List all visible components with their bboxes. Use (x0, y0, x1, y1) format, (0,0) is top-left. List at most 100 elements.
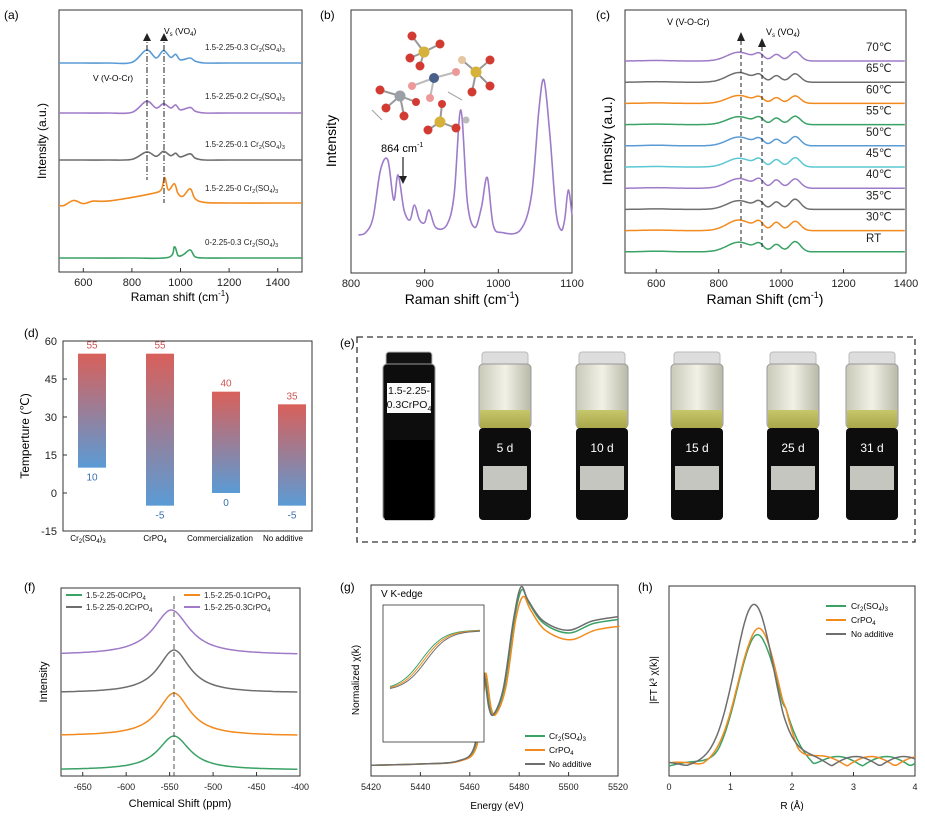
panel-c-series-line-8 (624, 219, 905, 232)
panel-g-legend: Cr2(SO4)3 CrPO4 No additive (525, 731, 592, 769)
panel-a-x-tick-label-2: 1000 (168, 277, 192, 289)
panel-d-frame (62, 340, 313, 532)
panel-d-bar-bottom-label-3: -5 (288, 511, 297, 522)
panel-c-series-label-6: 40℃ (866, 169, 892, 181)
panel-c-series-line-9 (625, 240, 905, 253)
panel-c-xlabel: Raman Shift (cm-1) (707, 290, 824, 307)
vial-4 (766, 351, 820, 520)
panel-f-x-tick-label-3: -500 (204, 782, 222, 792)
panel-a-lines (58, 49, 302, 260)
panel-c-series-label-5: 45℃ (866, 148, 892, 160)
panel-g-legend-3: No additive (549, 759, 592, 769)
panel-a-series-line-3 (58, 176, 302, 207)
panel-c-series-labels: 70℃ 65℃ 60℃ 55℃ 50℃ 45℃ 40℃ 35℃ 30℃ RT (866, 42, 892, 245)
panel-b-peak-label: 864 cm-1 (381, 142, 423, 155)
panel-g-inset-frame (382, 604, 485, 743)
vial-oil-2 (577, 410, 627, 428)
panel-c-series-line-2 (624, 94, 905, 105)
panel-d-bar-bottom-label-0: 10 (86, 473, 98, 484)
panel-g-inset-line-2 (389, 630, 481, 689)
panel-c-series-label-4: 50℃ (866, 127, 892, 139)
panel-d-y-tick-label-4: 45 (45, 374, 57, 386)
panel-c-series-line-0 (625, 50, 905, 62)
panel-g-x-tick-label-5: 5520 (608, 782, 628, 792)
panel-a-series-label-3: 1.5-2.25-0 Cr2(SO4)3 (205, 184, 278, 195)
panel-b-x-tick-label-1: 900 (415, 278, 433, 290)
panel-g-x-tick-label-2: 5460 (460, 782, 480, 792)
panel-f-frame (60, 587, 301, 777)
vial-day-label-4: 31 d (860, 441, 883, 455)
panel-f-xlabel: Chemical Shift (ppm) (129, 798, 232, 810)
panel-h-ylabel: |FT k³ χ(k)| (649, 656, 660, 704)
panel-f-legend-label-0: 1.5-2.25-0CrPO4 (86, 591, 146, 602)
panel-b-ylabel: Intensity (323, 115, 339, 167)
panel-h: (h) 0 1 2 3 4 |FT k³ χ(k)| R (Å) Cr2(SO4)3 C… (638, 580, 918, 812)
panel-g-inset-line-1 (389, 630, 481, 689)
panel-d-y-tick-label-3: 30 (45, 412, 57, 424)
panel-g-title: V K-edge (381, 589, 423, 600)
molecule-structure-image (371, 31, 495, 135)
panel-d-bar-top-label-3: 35 (286, 391, 298, 402)
panel-e-label: (e) (340, 336, 355, 350)
panel-a-x-tick-label-4: 1400 (265, 277, 289, 289)
panel-h-legend: Cr2(SO4)3 CrPO4 No additive (826, 601, 894, 639)
panel-c-x-tick-label-4: 1400 (894, 278, 918, 290)
panel-h-series-line-0 (668, 633, 916, 767)
vial-content-0 (385, 440, 433, 520)
panel-h-x-tick-label-2: 2 (789, 782, 794, 792)
panel-a-label: (a) (4, 8, 19, 22)
panel-h-frame (668, 585, 916, 777)
panel-d-ylabel: Temperture (℃) (18, 393, 32, 479)
panel-a-x-tick-label-3: 1200 (217, 277, 241, 289)
panel-g-x-tick-label-3: 5480 (509, 782, 529, 792)
panel-e: (e) 1.5-2.25- 0.3CrPO4 5 d 10 d 15 d 25 d 31 d (340, 336, 916, 543)
vial-oil-4 (768, 410, 818, 428)
panel-d-bar-2 (212, 391, 240, 493)
panel-a-arrow-vocr (143, 33, 151, 41)
panel-a-series-line-2 (58, 150, 302, 161)
panel-c-frame (624, 9, 907, 274)
panel-d-y-tick-label-2: 15 (45, 450, 57, 462)
vial-1 (478, 351, 532, 520)
vial-day-label-0: 5 d (497, 441, 514, 455)
panel-f: (f) -650 -600 -550 -500 -450 -400 1.5-2.25-0C… (24, 580, 309, 810)
panel-c-series-line-4 (624, 135, 905, 147)
panel-h-x-tick-label-1: 1 (728, 782, 733, 792)
panel-c-lines (624, 50, 905, 253)
panel-g-x-ticks: 5420 5440 5460 5480 5500 5520 (361, 772, 628, 792)
panel-c: (c) 600 800 1000 1200 1400 70℃ 65℃ 60℃ 55℃ 50℃ 45… (596, 8, 918, 307)
panel-d-bar-top-label-0: 55 (86, 341, 98, 352)
panel-f-series-line-0 (60, 735, 298, 770)
panel-a-xlabel: Raman shift (cm-1) (131, 289, 229, 304)
panel-c-series-label-3: 55℃ (866, 106, 892, 118)
panel-g-legend-2: CrPO4 (549, 745, 574, 757)
panel-h-lines (668, 603, 916, 767)
vial-day-label-3: 25 d (781, 441, 804, 455)
panel-g-xlabel: Energy (eV) (470, 801, 523, 812)
panel-a: (a) 600 800 1000 1200 1400 Intensity (a.u.) … (4, 8, 303, 304)
panel-c-x-tick-label-0: 600 (647, 278, 665, 290)
panel-d-bar-top-label-1: 55 (154, 341, 166, 352)
panel-f-x-tick-label-5: -400 (291, 782, 309, 792)
panel-c-series-line-6 (625, 177, 905, 189)
panel-f-x-ticks: -650 -600 -550 -500 -450 -400 (74, 772, 309, 792)
vial-sticker-2 (580, 466, 624, 490)
panel-b-x-tick-label-2: 1000 (486, 278, 510, 290)
vial-day-label-1: 10 d (590, 441, 613, 455)
panel-c-series-line-5 (625, 156, 905, 168)
panel-g-series-line-2 (370, 585, 618, 767)
panel-b-x-ticks: 800 900 1000 1100 (342, 269, 584, 290)
panel-f-legend-label-2: 1.5-2.25-0.2CrPO4 (86, 603, 153, 614)
panel-h-series-line-1 (668, 627, 916, 767)
panel-g-ylabel: Normalized χ(k) (351, 645, 362, 715)
panel-g-inset-line-0 (389, 629, 481, 688)
panel-f-lines (60, 609, 298, 770)
panel-g: (g) 5420 5440 5460 5480 5500 5520 V K-edge No… (340, 580, 628, 812)
panel-a-series-label-1: 1.5-2.25-0.2 Cr2(SO4)3 (205, 92, 285, 103)
panel-e-vials: 1.5-2.25- 0.3CrPO4 5 d 10 d 15 d 25 d 31 d (382, 351, 899, 521)
panel-d-y-tick-label-0: -15 (41, 526, 57, 538)
panel-f-series-line-2 (60, 649, 298, 693)
panel-c-x-tick-label-2: 1000 (769, 278, 793, 290)
panel-h-legend-1: Cr2(SO4)3 (851, 601, 889, 613)
panel-c-series-label-1: 65℃ (866, 63, 892, 75)
